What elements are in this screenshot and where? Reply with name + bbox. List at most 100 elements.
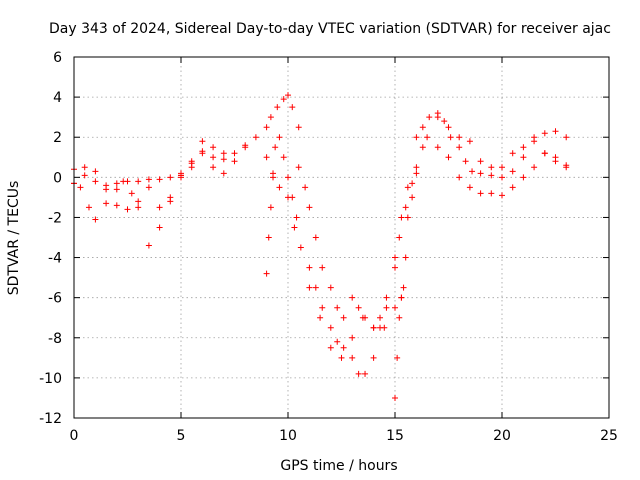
data-point (377, 314, 384, 321)
data-point (267, 204, 274, 211)
data-point (167, 198, 174, 205)
x-tick-label: 15 (386, 428, 404, 444)
data-points (71, 92, 570, 401)
series-track-7 (306, 284, 405, 361)
data-point (220, 156, 227, 163)
data-point (295, 124, 302, 131)
data-point (306, 284, 313, 291)
data-point (291, 224, 298, 231)
data-point (272, 144, 279, 151)
data-point (477, 190, 484, 197)
data-point (396, 314, 403, 321)
data-point (81, 164, 88, 171)
data-point (402, 254, 409, 261)
data-point (289, 104, 296, 111)
data-point (456, 134, 463, 141)
data-point (520, 144, 527, 151)
data-point (349, 334, 356, 341)
x-tick-label: 5 (177, 428, 186, 444)
data-point (103, 186, 110, 193)
x-tick-label: 20 (493, 428, 511, 444)
data-point (113, 202, 120, 209)
data-point (404, 184, 411, 191)
data-point (383, 294, 390, 301)
data-point (488, 190, 495, 197)
data-point (398, 214, 405, 221)
data-point (295, 164, 302, 171)
data-point (231, 158, 238, 165)
data-point (327, 324, 334, 331)
data-point (499, 174, 505, 181)
data-point (199, 138, 206, 145)
data-point (327, 344, 334, 351)
data-point (280, 96, 287, 103)
data-point (77, 184, 84, 191)
data-point (285, 174, 291, 181)
data-point (434, 114, 441, 121)
y-axis-label: SDTVAR / TECUs (6, 181, 22, 296)
data-point (85, 204, 92, 211)
data-point (327, 284, 334, 291)
data-point (297, 244, 304, 251)
data-point (267, 114, 274, 121)
y-tick-label: -6 (48, 291, 62, 307)
data-point (419, 124, 426, 131)
data-point (317, 314, 324, 321)
data-point (306, 204, 313, 211)
data-point (210, 144, 217, 151)
data-point (135, 204, 142, 211)
data-point (135, 198, 142, 205)
x-tick-label: 10 (279, 428, 297, 444)
data-point (370, 354, 377, 361)
data-point (285, 92, 291, 99)
data-point (312, 284, 319, 291)
data-point (334, 304, 341, 311)
data-point (392, 394, 398, 401)
data-point (477, 170, 484, 177)
data-point (334, 338, 341, 345)
data-point (466, 138, 473, 145)
data-point (469, 168, 476, 175)
data-point (302, 184, 309, 191)
data-point (541, 150, 548, 157)
data-point (488, 172, 495, 179)
data-point (541, 130, 548, 137)
data-point (263, 154, 270, 161)
data-point (402, 204, 409, 211)
data-point (477, 158, 484, 165)
data-point (312, 234, 319, 241)
data-point (276, 134, 283, 141)
data-point (447, 134, 454, 141)
data-point (156, 204, 163, 211)
data-point (413, 164, 420, 171)
data-point (340, 344, 347, 351)
data-point (370, 324, 377, 331)
y-tick-label: -4 (48, 251, 62, 267)
data-point (466, 184, 473, 191)
series-track-9 (413, 110, 570, 181)
data-point (419, 144, 426, 151)
data-point (113, 186, 120, 193)
data-point (404, 214, 411, 221)
data-point (355, 370, 362, 377)
data-point (220, 170, 227, 177)
data-point (145, 176, 152, 183)
data-point (349, 354, 356, 361)
data-point (400, 284, 407, 291)
data-point (81, 172, 88, 179)
grid-lines (74, 57, 609, 418)
data-point (156, 176, 163, 183)
data-point (340, 314, 347, 321)
data-point (552, 128, 559, 135)
data-point (456, 144, 463, 151)
data-point (394, 354, 401, 361)
data-point (167, 174, 174, 181)
data-point (392, 254, 398, 261)
data-point (445, 154, 452, 161)
data-point (531, 134, 538, 141)
y-tick-label: 6 (53, 50, 62, 66)
data-point (520, 154, 527, 161)
data-point (409, 180, 416, 187)
chart-title: Day 343 of 2024, Sidereal Day-to-day VTE… (49, 21, 611, 37)
data-point (276, 184, 283, 191)
